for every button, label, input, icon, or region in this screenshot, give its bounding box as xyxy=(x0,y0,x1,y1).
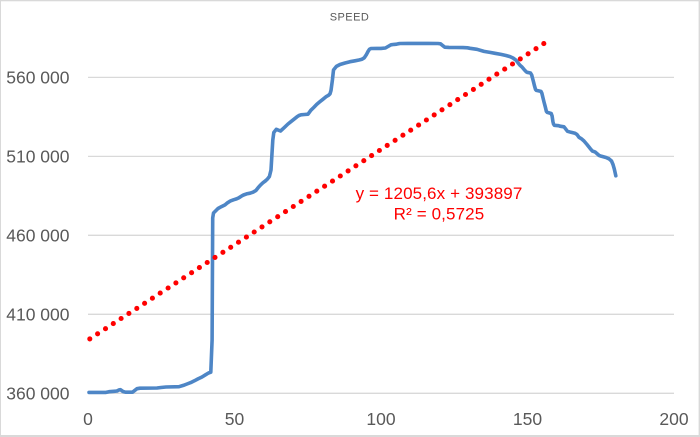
svg-text:100: 100 xyxy=(366,409,395,429)
svg-text:150: 150 xyxy=(513,409,542,429)
svg-text:SPEED: SPEED xyxy=(330,12,370,24)
svg-text:50: 50 xyxy=(225,409,245,429)
svg-text:R² = 0,5725: R² = 0,5725 xyxy=(394,205,485,224)
svg-text:200: 200 xyxy=(659,409,688,429)
svg-text:0: 0 xyxy=(83,409,93,429)
svg-text:y = 1205,6x + 393897: y = 1205,6x + 393897 xyxy=(356,184,523,203)
svg-text:560 000: 560 000 xyxy=(6,68,70,88)
svg-text:360 000: 360 000 xyxy=(6,384,70,404)
svg-text:510 000: 510 000 xyxy=(6,147,70,167)
svg-text:460 000: 460 000 xyxy=(6,226,70,246)
svg-text:410 000: 410 000 xyxy=(6,305,70,325)
